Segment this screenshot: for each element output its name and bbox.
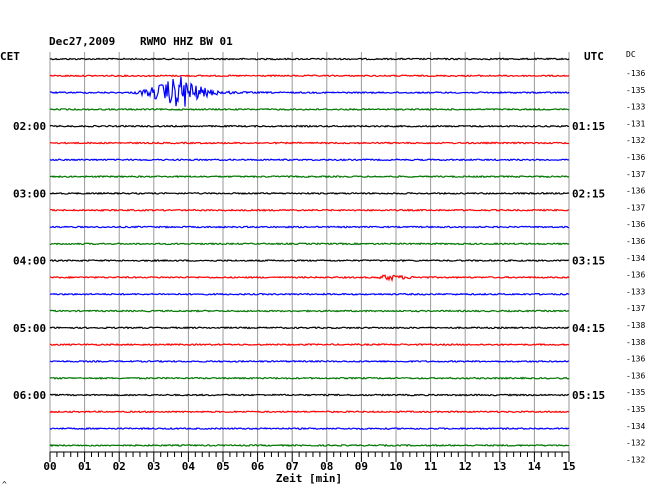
x-tick-label-05: 05 xyxy=(216,460,229,473)
dc-value: -134 xyxy=(626,422,645,431)
trace-row-2 xyxy=(49,76,570,107)
trace-row-23 xyxy=(49,443,570,448)
dc-value: -133 xyxy=(626,103,645,112)
trace-row-1 xyxy=(49,74,570,78)
right-time-label: 04:15 xyxy=(572,322,605,335)
trace-row-12 xyxy=(49,259,570,263)
trace-row-18 xyxy=(49,359,570,364)
x-tick-label-01: 01 xyxy=(78,460,92,473)
dc-value: -136 xyxy=(626,220,645,229)
x-tick-label-12: 12 xyxy=(459,460,472,473)
dc-value: -135 xyxy=(626,405,645,414)
trace-row-13 xyxy=(49,274,570,283)
left-time-label: 03:00 xyxy=(13,187,46,200)
trace-row-19 xyxy=(49,376,570,380)
x-tick-label-11: 11 xyxy=(424,460,438,473)
dc-value: -136 xyxy=(626,371,645,380)
left-time-label: 05:00 xyxy=(13,322,46,335)
vertical-gridlines xyxy=(49,52,570,452)
x-tick-label-00: 00 xyxy=(43,460,56,473)
trace-row-14 xyxy=(49,292,570,296)
dc-value: -138 xyxy=(626,338,645,347)
left-time-label: 06:00 xyxy=(13,389,46,402)
x-tick-label-03: 03 xyxy=(147,460,160,473)
dc-value: -138 xyxy=(626,321,645,330)
dc-value: -136 xyxy=(626,355,645,364)
trace-row-9 xyxy=(49,208,570,212)
dc-value: -131 xyxy=(626,119,645,128)
x-axis: 00 01 02 03 04 05 06 07 08 09 10 11 12 13 14 15 xyxy=(43,451,576,473)
x-tick-label-09: 09 xyxy=(355,460,368,473)
seismic-traces xyxy=(49,57,570,448)
trace-row-6 xyxy=(49,158,570,162)
recording-date: Dec27,2009 xyxy=(49,35,115,48)
right-time-label: 02:15 xyxy=(572,187,605,200)
x-tick-label-04: 04 xyxy=(182,460,196,473)
right-timezone-label: UTC xyxy=(584,50,604,63)
dc-value: -137 xyxy=(626,170,645,179)
left-time-label: 02:00 xyxy=(13,120,46,133)
dc-value: -135 xyxy=(626,388,645,397)
dc-value: -132 xyxy=(626,136,645,145)
trace-row-8 xyxy=(49,191,570,196)
x-tick-label-07: 07 xyxy=(286,460,299,473)
dc-value: -136 xyxy=(626,237,645,246)
dc-value: -136 xyxy=(626,187,645,196)
time-labels: 02:00 03:00 04:00 05:00 06:00 01:15 02:15 03:15… xyxy=(13,69,645,464)
x-tick-label-08: 08 xyxy=(320,460,333,473)
x-tick-label-10: 10 xyxy=(389,460,402,473)
dc-header-label: DC xyxy=(626,50,636,59)
trace-row-7 xyxy=(49,175,570,179)
trace-row-3 xyxy=(49,107,570,111)
trace-row-4 xyxy=(49,124,569,128)
dc-value: -136 xyxy=(626,69,645,78)
dc-value: -134 xyxy=(626,254,645,263)
trace-row-11 xyxy=(49,242,570,246)
station-code: RWMO HHZ BW 01 xyxy=(140,35,233,48)
x-tick-label-15: 15 xyxy=(562,460,575,473)
dc-value: -137 xyxy=(626,203,645,212)
trace-row-16 xyxy=(49,326,570,330)
trace-row-5 xyxy=(49,141,570,145)
x-tick-label-06: 06 xyxy=(251,460,265,473)
dc-value: -135 xyxy=(626,86,645,95)
right-time-label: 03:15 xyxy=(572,255,605,268)
dc-value: -132 xyxy=(626,439,645,448)
trace-row-0 xyxy=(49,57,570,61)
trace-row-15 xyxy=(49,309,570,313)
trace-row-20 xyxy=(49,393,570,397)
left-time-label: 04:00 xyxy=(13,255,46,268)
left-timezone-label: CET xyxy=(0,50,20,63)
dc-value: -132 xyxy=(626,455,645,464)
right-time-label: 05:15 xyxy=(572,389,605,402)
corner-mark: ^ xyxy=(2,480,7,489)
dc-value: -133 xyxy=(626,287,645,296)
right-time-label: 01:15 xyxy=(572,120,605,133)
x-axis-label: Zeit [min] xyxy=(276,472,342,485)
trace-row-10 xyxy=(49,225,570,229)
x-tick-label-02: 02 xyxy=(113,460,126,473)
dc-value: -137 xyxy=(626,304,645,313)
x-tick-label-13: 13 xyxy=(493,460,506,473)
dc-value: -136 xyxy=(626,153,645,162)
dc-value: -136 xyxy=(626,271,645,280)
trace-row-17 xyxy=(49,342,570,347)
trace-row-22 xyxy=(49,427,570,431)
trace-row-21 xyxy=(49,410,570,414)
x-tick-label-14: 14 xyxy=(528,460,542,473)
